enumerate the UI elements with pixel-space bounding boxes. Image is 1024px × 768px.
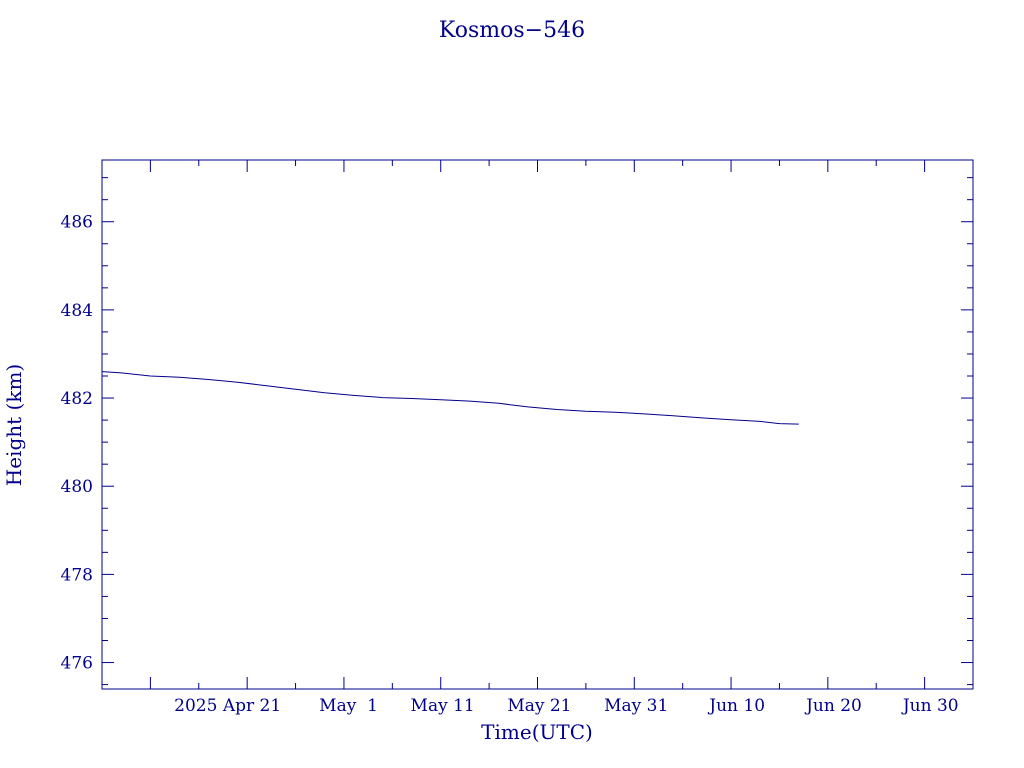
x-tick-label: May 11 (411, 696, 475, 716)
x-tick-label: May 31 (604, 696, 668, 716)
x-tick-label: 2025 Apr 21 (174, 696, 281, 716)
y-tick-label: 476 (61, 654, 93, 674)
y-tick-label: 486 (61, 213, 93, 233)
plot-frame (101, 159, 974, 690)
x-tick-label: May 21 (507, 696, 571, 716)
x-tick-label: Jun 30 (901, 696, 959, 716)
y-axis-ticks (102, 177, 973, 686)
height-series-line (101, 371, 799, 425)
y-tick-label: 478 (61, 565, 93, 585)
x-axis-label: Time(UTC) (481, 720, 593, 744)
y-axis-label: Height (km) (2, 364, 26, 486)
x-tick-label: May 1 (319, 696, 378, 716)
y-tick-label: 482 (61, 389, 93, 409)
x-tick-label: Jun 10 (707, 696, 765, 716)
y-tick-label: 480 (61, 477, 93, 497)
y-tick-label: 484 (61, 301, 93, 321)
chart-title: Kosmos−546 (439, 18, 585, 43)
x-axis-ticks (101, 160, 974, 689)
x-tick-label: Jun 20 (804, 696, 862, 716)
y-axis-tick-labels: 476 478 480 482 484 486 (61, 213, 93, 674)
x-axis-tick-labels: 2025 Apr 21 May 1 May 11 May 21 May 31 Jun 10… (174, 696, 958, 716)
